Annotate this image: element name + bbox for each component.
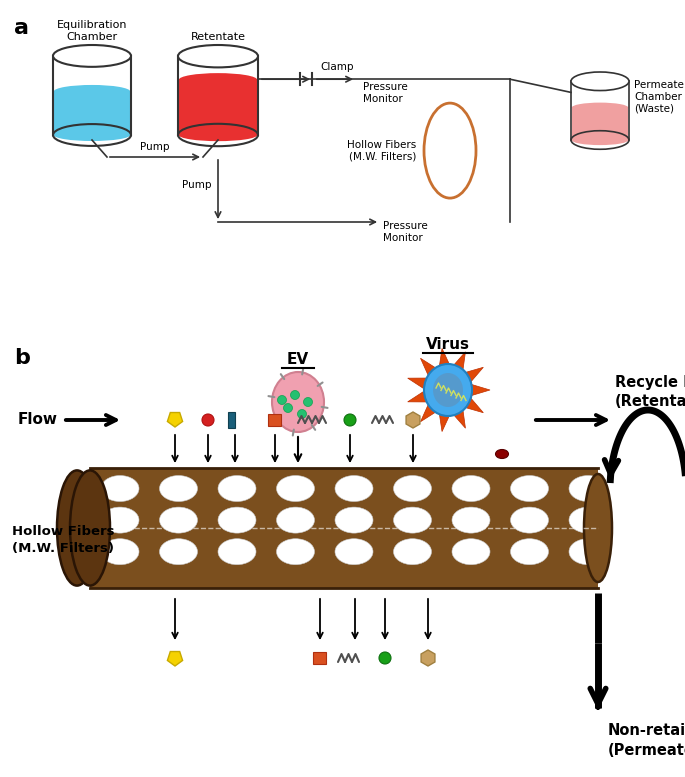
Ellipse shape — [335, 538, 373, 565]
Ellipse shape — [179, 129, 258, 141]
Circle shape — [344, 414, 356, 426]
Ellipse shape — [277, 507, 314, 533]
Ellipse shape — [571, 72, 629, 91]
Polygon shape — [439, 348, 451, 369]
Polygon shape — [408, 378, 429, 389]
Ellipse shape — [178, 45, 258, 68]
Polygon shape — [470, 384, 490, 396]
Text: Equilibration
Chamber: Equilibration Chamber — [57, 19, 127, 42]
Ellipse shape — [277, 538, 314, 565]
Ellipse shape — [277, 476, 314, 501]
Text: Flow: Flow — [18, 413, 58, 427]
Ellipse shape — [569, 538, 607, 565]
Bar — [179, 80, 258, 135]
Ellipse shape — [571, 103, 628, 113]
Bar — [53, 92, 130, 135]
Ellipse shape — [101, 476, 139, 501]
Ellipse shape — [160, 538, 197, 565]
Bar — [53, 56, 131, 135]
Bar — [268, 414, 281, 426]
Bar — [228, 412, 235, 428]
Ellipse shape — [510, 507, 549, 533]
Polygon shape — [421, 402, 438, 422]
Ellipse shape — [571, 135, 628, 145]
Bar — [571, 108, 628, 140]
Ellipse shape — [424, 364, 472, 416]
Bar — [178, 56, 258, 135]
Ellipse shape — [218, 507, 256, 533]
Text: Retentate: Retentate — [190, 32, 245, 42]
Text: Hollow Fibers
(M.W. Filters): Hollow Fibers (M.W. Filters) — [347, 140, 416, 162]
Text: Virus: Virus — [426, 337, 470, 352]
Ellipse shape — [179, 73, 258, 86]
Ellipse shape — [393, 507, 432, 533]
Polygon shape — [439, 411, 451, 431]
Ellipse shape — [433, 373, 463, 407]
Circle shape — [202, 414, 214, 426]
Text: Permeate
Chamber
(Waste): Permeate Chamber (Waste) — [634, 80, 684, 113]
Text: a: a — [14, 18, 29, 38]
Text: b: b — [14, 348, 30, 368]
Ellipse shape — [452, 538, 490, 565]
Bar — [90, 468, 598, 588]
Ellipse shape — [569, 476, 607, 501]
Circle shape — [297, 409, 306, 419]
Ellipse shape — [335, 476, 373, 501]
Circle shape — [290, 391, 299, 399]
Circle shape — [303, 398, 312, 406]
Polygon shape — [408, 390, 429, 402]
Ellipse shape — [53, 129, 130, 141]
Text: Pressure
Monitor: Pressure Monitor — [363, 82, 408, 104]
Ellipse shape — [272, 372, 324, 432]
Ellipse shape — [101, 507, 139, 533]
Ellipse shape — [70, 470, 110, 586]
Ellipse shape — [510, 538, 549, 565]
Polygon shape — [463, 368, 484, 383]
Text: Pump: Pump — [182, 180, 212, 190]
Ellipse shape — [160, 476, 197, 501]
Ellipse shape — [393, 476, 432, 501]
Circle shape — [379, 652, 391, 664]
Ellipse shape — [53, 45, 131, 67]
Ellipse shape — [510, 476, 549, 501]
Circle shape — [284, 403, 292, 413]
Text: Pressure
Monitor: Pressure Monitor — [383, 221, 427, 242]
Text: EV: EV — [287, 352, 309, 367]
Polygon shape — [451, 407, 465, 428]
Ellipse shape — [218, 476, 256, 501]
Text: Hollow Fibers
(M.W. Filters): Hollow Fibers (M.W. Filters) — [12, 525, 114, 555]
Ellipse shape — [160, 507, 197, 533]
Bar — [571, 82, 629, 140]
Text: Clamp: Clamp — [320, 62, 353, 72]
Ellipse shape — [101, 538, 139, 565]
Ellipse shape — [57, 470, 97, 586]
Ellipse shape — [452, 476, 490, 501]
Circle shape — [277, 395, 286, 405]
Polygon shape — [451, 352, 465, 372]
Ellipse shape — [495, 450, 508, 458]
Polygon shape — [463, 397, 484, 413]
Text: Non-retained
(Permeate): Non-retained (Permeate) — [608, 723, 685, 758]
Ellipse shape — [335, 507, 373, 533]
Ellipse shape — [218, 538, 256, 565]
Bar — [313, 652, 326, 664]
Ellipse shape — [452, 507, 490, 533]
Ellipse shape — [569, 507, 607, 533]
Text: Pump: Pump — [140, 142, 170, 152]
Ellipse shape — [584, 474, 612, 582]
Polygon shape — [421, 358, 438, 378]
Text: Recycle Back
(Retentate): Recycle Back (Retentate) — [615, 375, 685, 409]
Ellipse shape — [393, 538, 432, 565]
Ellipse shape — [53, 85, 130, 98]
